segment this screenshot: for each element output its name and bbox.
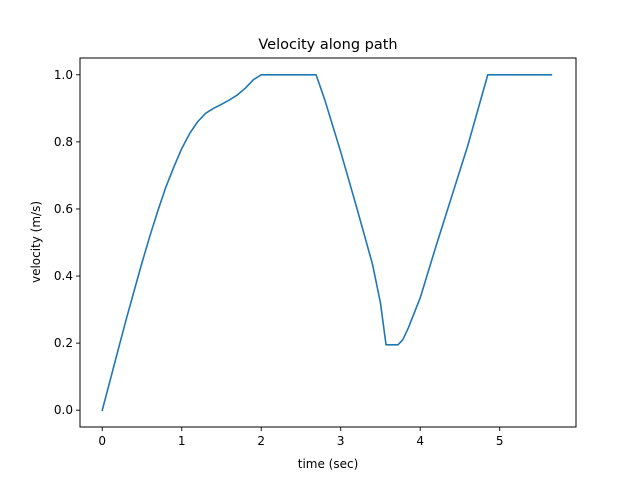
chart-title: Velocity along path (258, 37, 397, 53)
y-tick-label: 0.8 (54, 135, 73, 149)
y-tick-label: 0.2 (54, 336, 73, 350)
y-tick-label: 0.0 (54, 403, 73, 417)
x-tick-label: 5 (496, 434, 504, 448)
velocity-series-line (101, 73, 553, 412)
x-tick-label: 1 (178, 434, 186, 448)
plot-area: 0 1 2 3 4 5 0.0 0.2 0.4 0.6 0.8 1.0 (54, 57, 577, 448)
x-tick-label: 3 (337, 434, 345, 448)
x-axis-label: time (sec) (298, 457, 359, 471)
y-axis-label: velocity (m/s) (29, 201, 43, 283)
x-axis-ticks: 0 1 2 3 4 5 (98, 427, 504, 448)
plot-frame (79, 57, 577, 428)
x-tick-label: 2 (257, 434, 265, 448)
series-layer (101, 73, 553, 412)
y-tick-label: 0.6 (54, 202, 73, 216)
x-tick-label: 0 (98, 434, 106, 448)
x-tick-label: 4 (416, 434, 424, 448)
y-axis-ticks: 0.0 0.2 0.4 0.6 0.8 1.0 (54, 68, 80, 417)
y-tick-label: 1.0 (54, 68, 73, 82)
y-tick-label: 0.4 (54, 269, 73, 283)
